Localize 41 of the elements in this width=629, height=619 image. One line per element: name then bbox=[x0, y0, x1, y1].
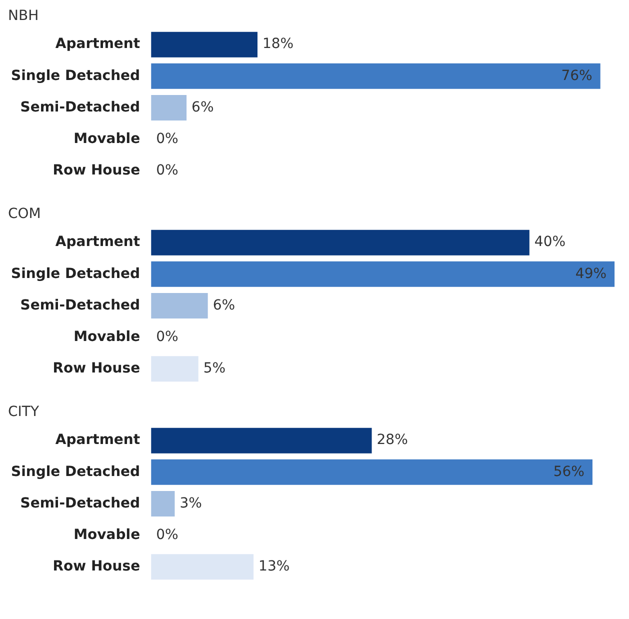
data-label: 28% bbox=[376, 432, 408, 448]
bar bbox=[151, 261, 615, 287]
y-tick-label: Apartment bbox=[55, 432, 140, 448]
bar bbox=[151, 356, 198, 382]
data-label: 76% bbox=[561, 68, 592, 84]
y-tick-label: Single Detached bbox=[11, 68, 140, 84]
y-tick-label: Row House bbox=[52, 360, 140, 376]
y-tick-label: Single Detached bbox=[11, 464, 140, 480]
y-tick-label: Row House bbox=[52, 162, 140, 178]
data-label: 56% bbox=[553, 464, 584, 480]
text: COM bbox=[8, 206, 41, 222]
data-label: 0% bbox=[156, 328, 178, 345]
data-label: 0% bbox=[156, 162, 178, 178]
data-label: 49% bbox=[575, 266, 607, 282]
data-label: 6% bbox=[192, 99, 214, 116]
y-tick-label: Movable bbox=[74, 130, 140, 147]
y-tick-label: Semi-Detached bbox=[20, 99, 140, 116]
text: CITY bbox=[8, 404, 40, 420]
bar bbox=[151, 230, 530, 256]
bar bbox=[151, 490, 175, 516]
y-tick-label: Row House bbox=[52, 558, 140, 574]
y-tick-label: Single Detached bbox=[11, 266, 140, 282]
text: NBH bbox=[8, 8, 39, 24]
data-label: 0% bbox=[156, 526, 178, 543]
y-tick-label: Apartment bbox=[55, 234, 140, 250]
bar bbox=[151, 459, 592, 485]
bar bbox=[151, 428, 372, 454]
data-label: 5% bbox=[203, 360, 226, 376]
y-tick-label: Semi-Detached bbox=[20, 495, 140, 512]
data-label: 13% bbox=[258, 558, 290, 574]
data-label: 40% bbox=[534, 234, 566, 250]
data-label: 3% bbox=[180, 495, 202, 512]
y-tick-label: Apartment bbox=[55, 36, 140, 52]
y-tick-label: Movable bbox=[74, 328, 140, 345]
y-tick-label: Semi-Detached bbox=[20, 297, 140, 314]
data-label: 18% bbox=[262, 36, 294, 52]
bar bbox=[151, 554, 254, 580]
bar bbox=[151, 292, 208, 318]
data-label: 6% bbox=[212, 297, 236, 314]
data-label: 0% bbox=[156, 130, 178, 147]
y-tick-label: Movable bbox=[74, 526, 140, 543]
